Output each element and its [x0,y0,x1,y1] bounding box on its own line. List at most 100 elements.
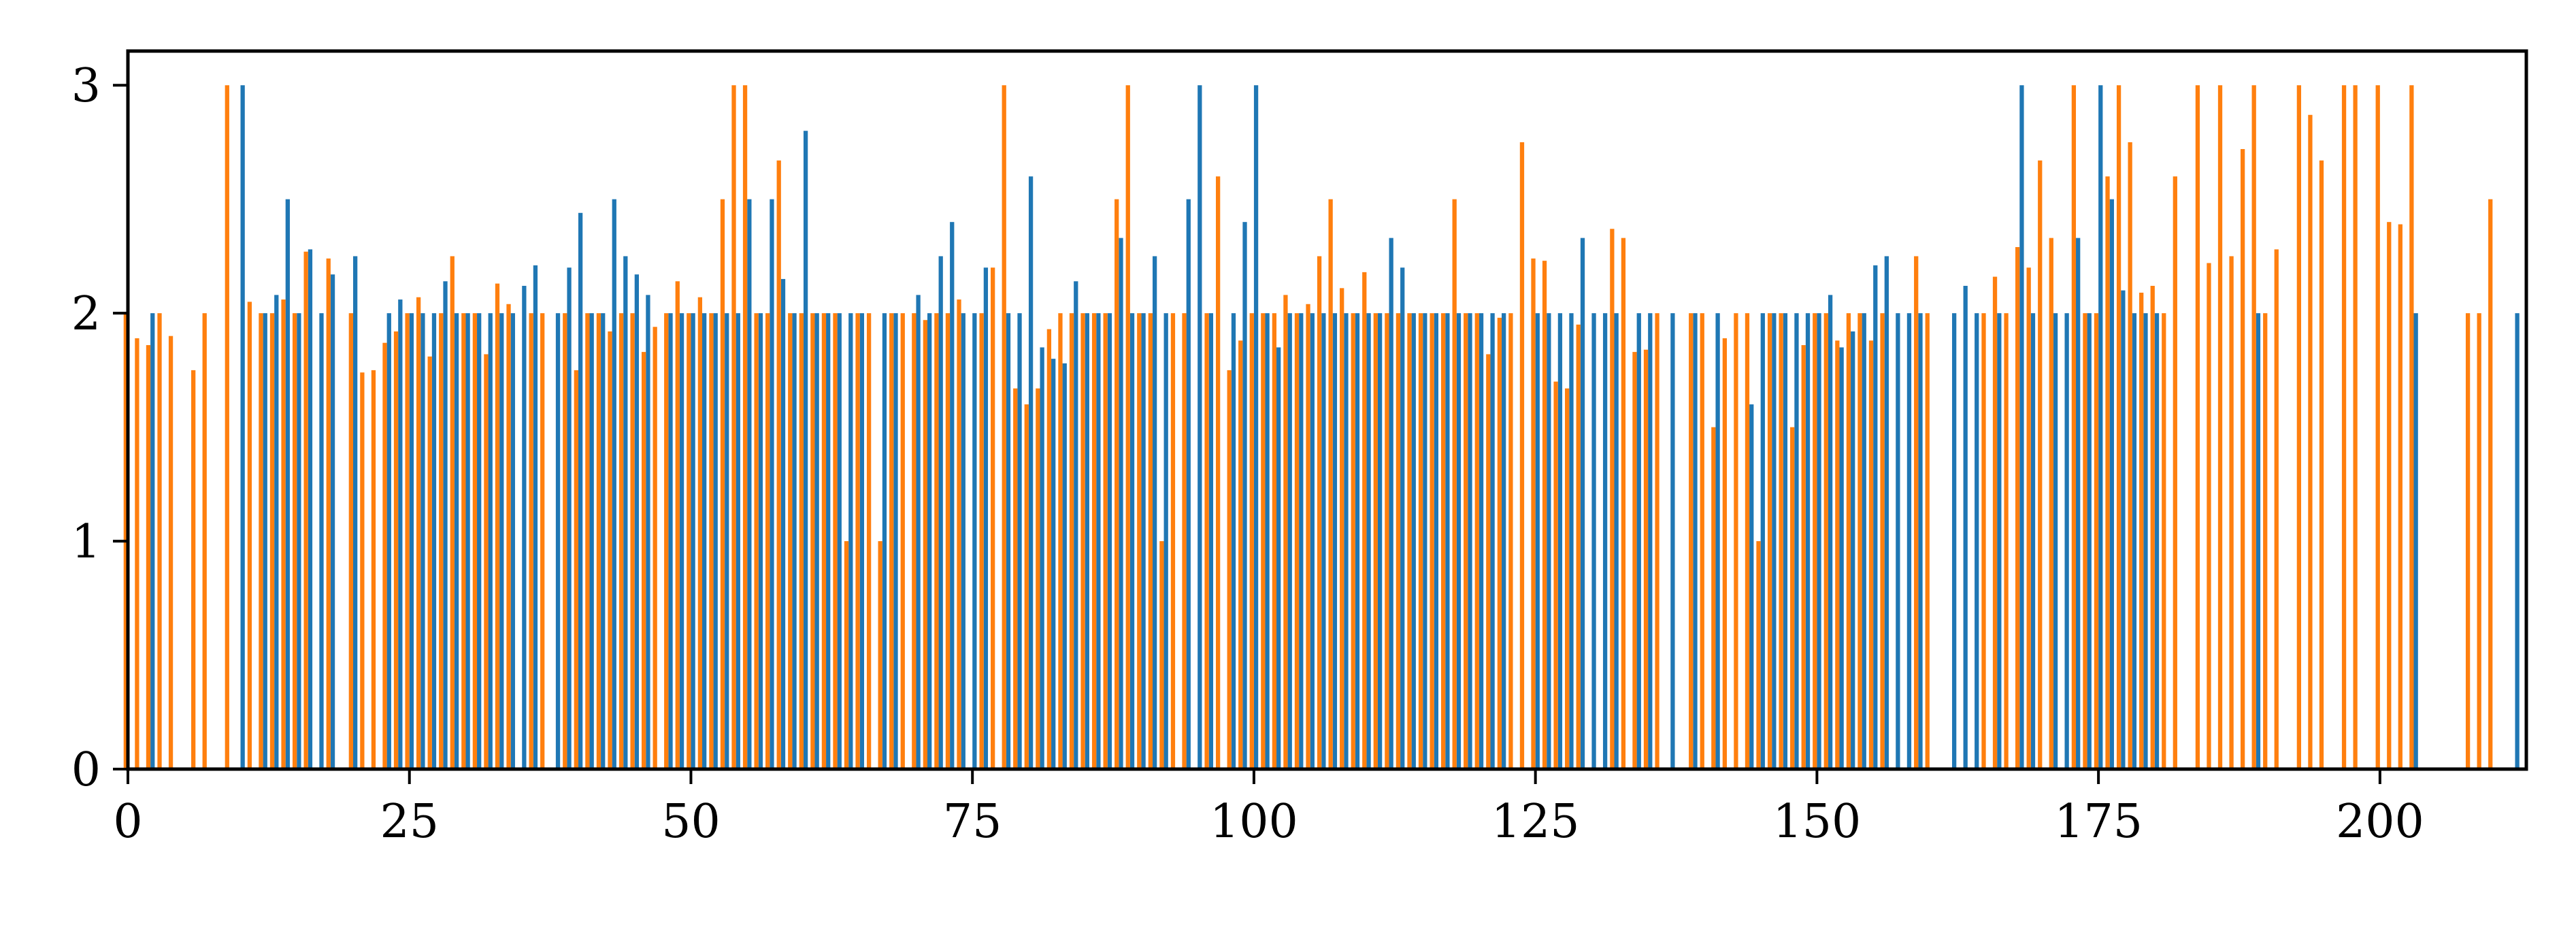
bar-orange-34 [506,304,511,769]
bar-blue-146 [1772,313,1777,769]
bar-orange-191 [2274,249,2279,769]
bar-orange-147 [1779,313,1783,769]
bar-orange-175 [2094,313,2099,769]
bar-orange-155 [1868,340,1874,770]
bar-blue-82 [1051,359,1056,769]
bar-orange-106 [1317,256,1322,769]
bar-orange-153 [1846,313,1851,769]
bar-blue-92 [1163,313,1168,769]
x-tick-label: 0 [113,795,142,849]
bar-orange-56 [754,313,759,769]
bar-orange-66 [866,313,872,769]
bar-blue-31 [477,313,482,769]
bar-orange-184 [2195,85,2200,770]
bar-orange-6 [191,370,196,769]
bar-blue-36 [533,265,538,770]
bar-orange-100 [1249,313,1254,769]
bar-blue-135 [1648,313,1653,769]
y-tick-label: 1 [71,515,101,569]
bar-orange-28 [439,313,444,769]
bar-blue-71 [927,313,932,769]
bar-blue-30 [465,313,470,769]
bar-orange-193 [2296,85,2302,770]
bar-blue-61 [814,313,819,769]
bar-blue-58 [780,278,786,769]
bar-blue-62 [826,313,831,769]
bar-blue-34 [510,313,515,769]
bar-blue-118 [1456,313,1462,769]
bar-orange-70 [912,313,917,769]
bar-orange-121 [1486,354,1491,769]
bar-orange-186 [2217,85,2223,770]
bar-orange-123 [1508,313,1513,769]
bar-orange-143 [1734,313,1738,769]
bar-blue-101 [1265,313,1270,769]
bar-orange-145 [1756,541,1761,769]
bar-orange-59 [788,313,793,769]
bar-blue-48 [668,313,673,769]
bar-blue-84 [1074,281,1078,769]
bar-blue-178 [2132,313,2137,769]
bar-blue-107 [1332,313,1338,769]
bar-blue-149 [1805,313,1811,769]
bar-orange-118 [1452,199,1457,769]
bar-orange-61 [810,313,815,769]
bar-blue-154 [1862,313,1866,769]
bar-blue-157 [1896,313,1900,769]
bar-orange-139 [1689,313,1694,769]
bar-orange-113 [1396,313,1401,769]
x-tick-label: 25 [380,795,439,849]
bar-blue-151 [1828,295,1833,769]
bar-blue-13 [274,295,279,769]
bar-orange-90 [1137,313,1142,769]
bar-blue-134 [1636,313,1641,769]
bar-orange-180 [2150,285,2155,770]
bar-blue-51 [702,313,707,769]
bar-blue-32 [488,313,493,769]
bar-orange-101 [1261,313,1266,769]
bar-orange-29 [450,256,455,769]
bar-orange-69 [900,313,905,769]
x-tick-label: 50 [661,795,721,849]
bar-orange-202 [2398,224,2402,769]
bar-orange-135 [1643,349,1649,769]
bar-orange-168 [2015,247,2020,769]
bar-blue-114 [1411,313,1416,769]
bar-blue-180 [2154,313,2160,769]
bar-orange-41 [585,313,590,769]
bar-blue-49 [679,313,684,769]
bar-blue-2 [150,313,155,769]
bar-orange-194 [2308,114,2313,769]
bar-blue-20 [352,256,358,769]
bar-blue-39 [567,267,572,769]
bar-blue-17 [319,313,324,769]
bar-blue-126 [1547,313,1551,769]
bar-orange-55 [742,85,748,770]
bar-orange-173 [2071,85,2077,770]
bar-blue-120 [1479,313,1484,769]
bar-orange-57 [765,313,770,769]
bar-orange-197 [2341,85,2347,770]
bar-blue-70 [916,295,921,769]
bar-blue-128 [1569,313,1574,769]
bar-orange-209 [2477,313,2481,769]
bar-orange-141 [1711,427,1716,769]
bar-blue-172 [2064,313,2069,769]
bar-blue-29 [454,313,459,769]
bar-orange-195 [2319,160,2324,769]
bar-blue-88 [1119,238,1123,769]
bar-orange-31 [472,313,478,769]
bar-blue-169 [2030,313,2036,769]
bar-orange-16 [303,251,308,770]
bar-orange-122 [1497,317,1502,769]
bar-orange-48 [664,313,669,769]
bar-orange-134 [1632,352,1637,769]
bar-orange-167 [2004,313,2009,769]
bar-blue-89 [1129,313,1135,769]
bar-orange-187 [2229,256,2234,769]
bar-blue-164 [1975,313,1979,769]
bar-orange-85 [1080,313,1085,769]
bar-orange-166 [1992,276,1998,769]
x-axis: 0 25 50 75 100 125 150 175 200 [113,769,2424,849]
bar-orange-83 [1058,313,1063,769]
